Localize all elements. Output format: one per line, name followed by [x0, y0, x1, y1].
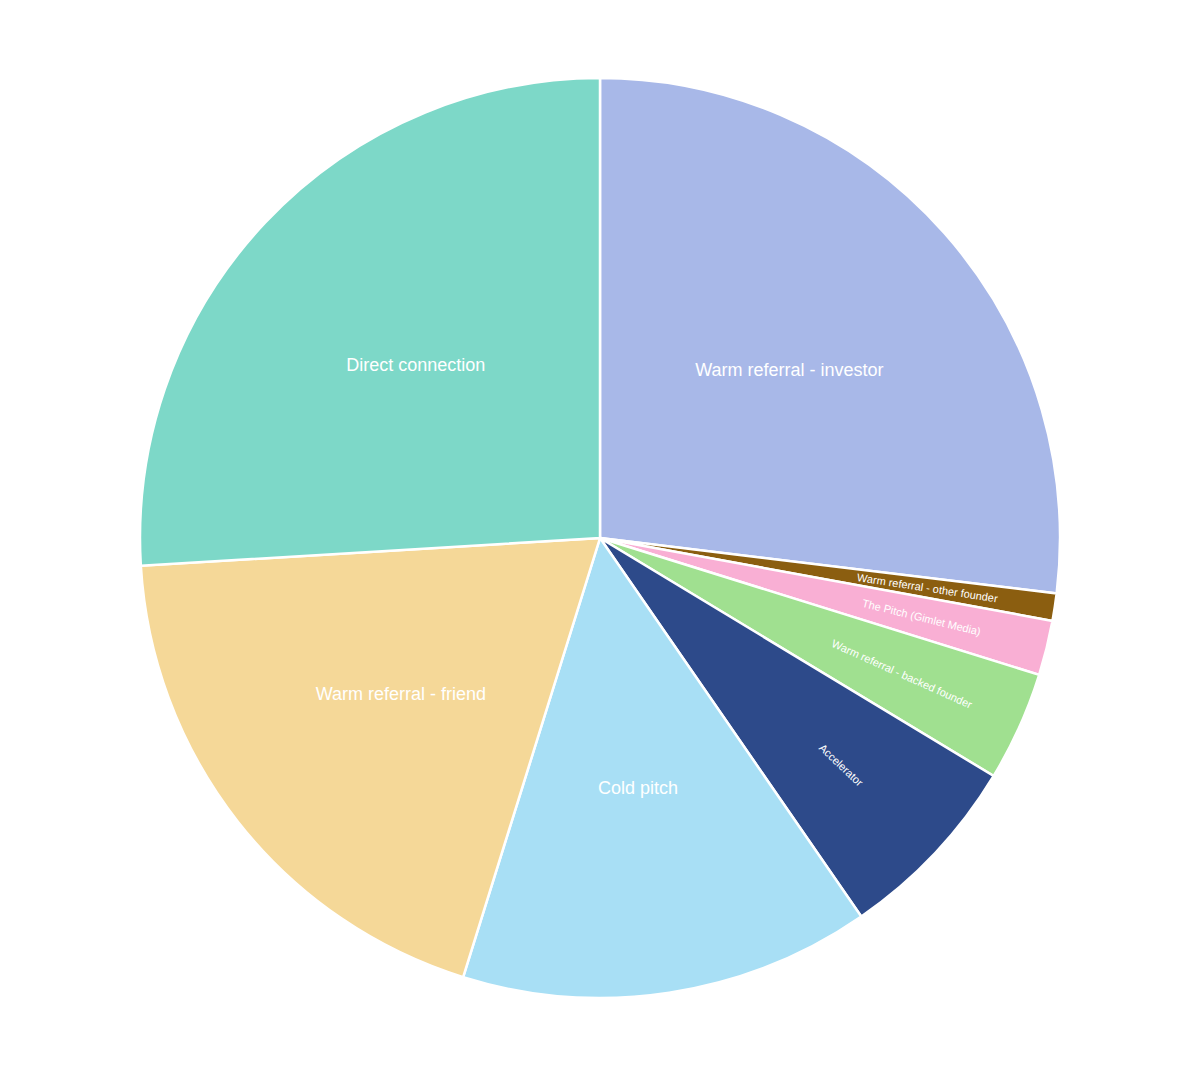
svg-text:Warm referral - backed founder: Warm referral - backed founder — [830, 637, 974, 711]
svg-text:Direct connection: Direct connection — [346, 355, 485, 375]
svg-text:Warm referral - other founder: Warm referral - other founder — [856, 571, 999, 605]
svg-text:Warm referral - investor: Warm referral - investor — [695, 360, 883, 380]
svg-text:Accelerator: Accelerator — [817, 742, 866, 789]
svg-text:The Pitch (Gimlet Media): The Pitch (Gimlet Media) — [861, 597, 982, 638]
svg-text:Warm referral - friend: Warm referral - friend — [316, 684, 486, 704]
svg-text:Cold pitch: Cold pitch — [598, 778, 678, 798]
